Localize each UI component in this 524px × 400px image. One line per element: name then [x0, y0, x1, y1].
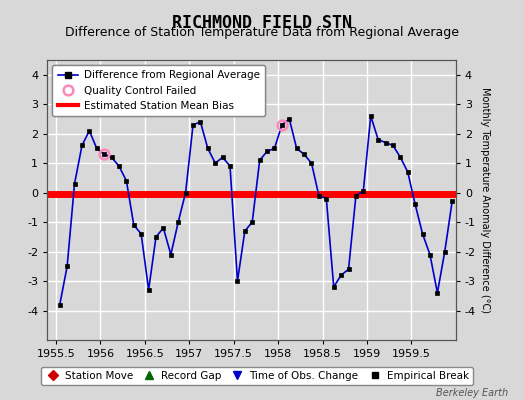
Legend: Difference from Regional Average, Quality Control Failed, Estimated Station Mean: Difference from Regional Average, Qualit… — [52, 65, 265, 116]
Text: Berkeley Earth: Berkeley Earth — [436, 388, 508, 398]
Legend: Station Move, Record Gap, Time of Obs. Change, Empirical Break: Station Move, Record Gap, Time of Obs. C… — [41, 367, 473, 385]
Y-axis label: Monthly Temperature Anomaly Difference (°C): Monthly Temperature Anomaly Difference (… — [480, 87, 490, 313]
Text: RICHMOND FIELD STN: RICHMOND FIELD STN — [172, 14, 352, 32]
Text: Difference of Station Temperature Data from Regional Average: Difference of Station Temperature Data f… — [65, 26, 459, 39]
